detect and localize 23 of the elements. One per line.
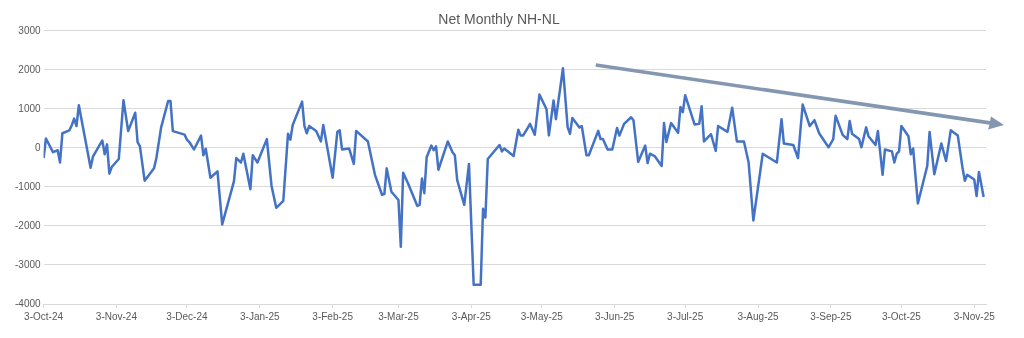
x-tick-label: 3-Jun-25 <box>594 310 635 322</box>
x-tick-label: 3-Mar-25 <box>378 310 420 322</box>
x-tick-label: 3-Nov-24 <box>95 310 138 322</box>
y-tick-label: 2000 <box>18 63 42 75</box>
chart-title: Net Monthly NH-NL <box>438 11 560 28</box>
x-tick-label: 3-Jan-25 <box>240 310 280 322</box>
y-tick-label: 3000 <box>18 24 42 36</box>
y-tick-label: -4000 <box>15 297 42 309</box>
x-tick-label: 3-Apr-25 <box>451 310 492 322</box>
x-tick-label: 3-Dec-24 <box>166 310 208 322</box>
x-tick-label: 3-Nov-25 <box>953 310 996 322</box>
x-tick-label: 3-Jul-25 <box>667 310 704 322</box>
y-tick-label: -3000 <box>15 258 42 270</box>
y-tick-label: 1000 <box>18 102 42 114</box>
x-tick-label: 3-Sep-25 <box>810 310 852 322</box>
x-tick-label: 3-Oct-24 <box>24 310 64 322</box>
y-tick-label: -2000 <box>15 219 42 231</box>
y-tick-label: 0 <box>35 141 42 153</box>
x-tick-label: 3-Oct-25 <box>881 310 922 322</box>
y-tick-label: -1000 <box>15 180 42 192</box>
x-tick-label: 3-Aug-25 <box>737 310 780 322</box>
x-tick-label: 3-Feb-25 <box>312 310 354 322</box>
x-tick-label: 3-May-25 <box>520 310 564 322</box>
